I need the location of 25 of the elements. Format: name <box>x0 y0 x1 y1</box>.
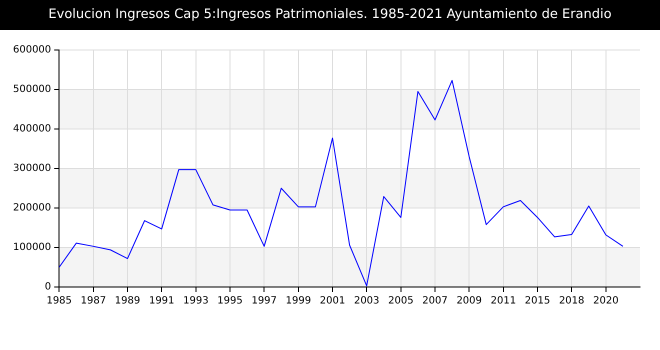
x-tick-label: 2001 <box>320 296 346 307</box>
x-tick-label: 2003 <box>354 296 380 307</box>
x-tick-label: 2009 <box>456 296 482 307</box>
x-tick-label: 2007 <box>422 296 448 307</box>
x-tick-label: 2005 <box>388 296 414 307</box>
y-tick-label: 600000 <box>12 44 52 56</box>
x-tick-label: 1993 <box>183 296 209 307</box>
x-tick-label: 2018 <box>558 296 584 307</box>
x-tick-label: 1997 <box>251 296 277 307</box>
x-tick-label: 2011 <box>490 296 516 307</box>
x-tick-label: 2020 <box>593 296 619 307</box>
x-tick-label: 1995 <box>217 296 243 307</box>
x-tick-label: 1989 <box>114 296 140 307</box>
x-tick-label: 1991 <box>148 296 174 307</box>
y-tick-label: 300000 <box>12 163 52 174</box>
y-tick-label: 100000 <box>12 242 52 254</box>
y-tick-label: 400000 <box>12 124 52 135</box>
x-tick-label: 1985 <box>46 296 72 307</box>
y-tick-label: 200000 <box>12 202 52 214</box>
y-tick-label: 500000 <box>12 84 52 96</box>
chart-title: Evolucion Ingresos Cap 5:Ingresos Patrimoniales. 1985-2021 Ayuntamiento de Erandio <box>0 0 660 30</box>
y-tick-label: 0 <box>44 282 52 293</box>
x-tick-label: 2015 <box>524 296 550 307</box>
x-tick-label: 1987 <box>80 296 106 307</box>
x-tick-label: 1999 <box>286 296 312 307</box>
